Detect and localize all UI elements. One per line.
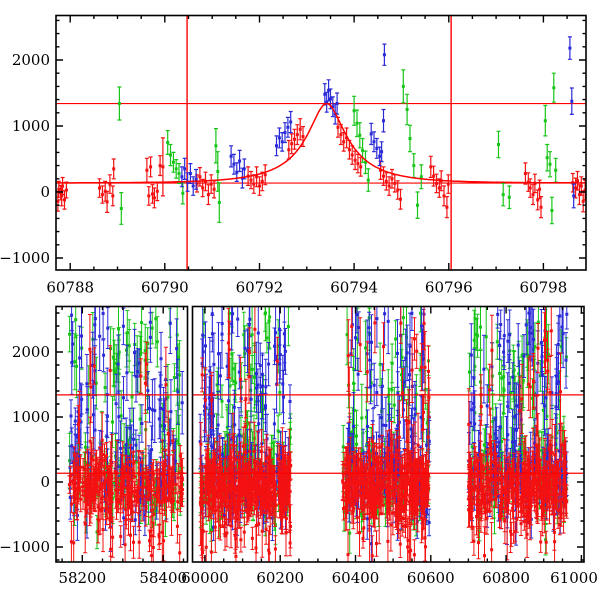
full-y-tick-label: 0 [40,473,50,491]
full-x-tick-label: 60400 [332,569,380,587]
full-x-tick-label: 61000 [550,569,598,587]
axes [55,14,587,563]
full-x-tick-label: 60600 [407,569,455,587]
full-y-tick-label: 1000 [12,408,50,426]
full-blue-error-bars [68,306,569,562]
full-panel-frame-0 [55,305,189,563]
zoom-red-markers [56,125,586,209]
zoom-panel-frame [55,14,587,271]
full-panel-frame-1 [191,305,585,563]
tick-labels: 60788 60790 60792 60794 60796 60798 −1000 0 1000… [0,51,598,587]
zoom-blue-markers [180,46,576,198]
full-panel-reference-lines [56,394,584,474]
zoom-x-tick-label: 60792 [236,279,284,297]
full-x-tick-label: 60200 [256,569,304,587]
zoom-y-tick-label: −1000 [0,249,50,267]
zoom-panel-data-points [56,36,586,225]
full-panel-x-ticks-1 [204,306,583,562]
zoom-y-tick-label: 2000 [12,51,50,69]
full-panel-data-points [67,306,569,562]
zoom-red-error-bars [56,116,586,219]
microlensing-model-curve [56,102,586,184]
full-x-tick-label: 58200 [58,569,106,587]
zoom-x-tick-label: 60794 [330,279,378,297]
zoom-panel-ticks [56,15,586,270]
zoom-x-tick-label: 60788 [46,279,94,297]
zoom-y-tick-label: 0 [40,183,50,201]
full-y-tick-label: 2000 [12,343,50,361]
full-panel-x-ticks-0 [61,306,185,562]
full-panel-y-ticks [56,312,584,561]
zoom-y-tick-label: 1000 [12,117,50,135]
zoom-x-tick-label: 60798 [520,279,568,297]
full-x-tick-label: 60000 [181,569,229,587]
full-y-tick-label: −1000 [0,538,50,556]
zoom-x-tick-label: 60796 [425,279,473,297]
zoom-panel [56,15,586,270]
full-panel [56,306,584,562]
zoom-panel-reference-lines [56,15,586,270]
full-x-tick-label: 60800 [482,569,530,587]
zoom-x-tick-label: 60790 [141,279,189,297]
full-x-tick-label: 58400 [139,569,187,587]
